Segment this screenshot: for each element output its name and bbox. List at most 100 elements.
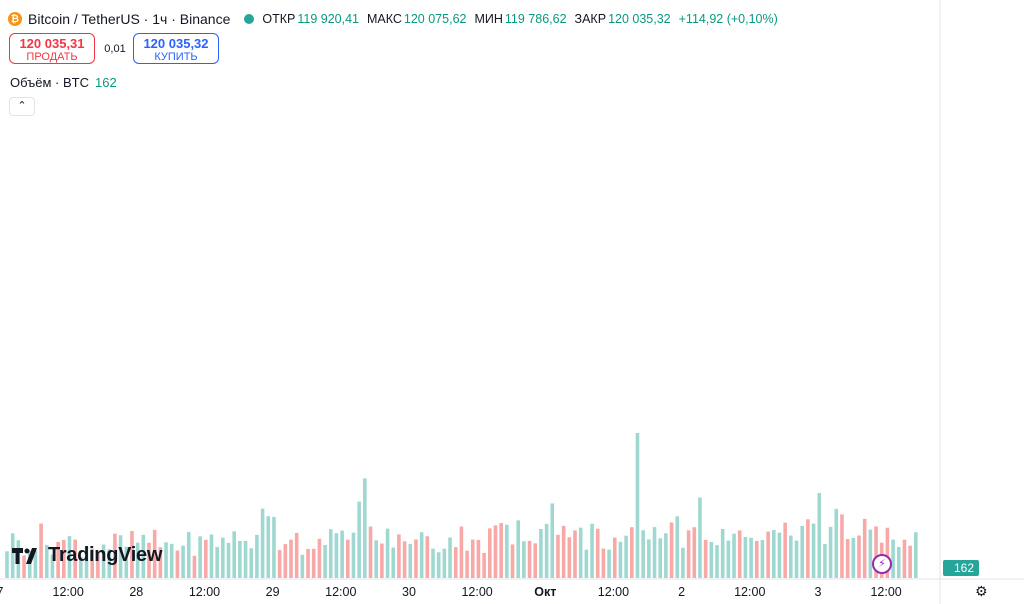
volume-bar: [669, 522, 674, 578]
time-tick-label: 12:00: [189, 585, 220, 599]
volume-bar: [811, 523, 816, 578]
volume-bar: [62, 539, 66, 578]
volume-bar: [550, 503, 555, 578]
volume-bar: [754, 541, 759, 578]
volume-bar: [766, 531, 770, 578]
collapse-legend-button[interactable]: ⌃: [9, 97, 35, 116]
change-value: +114,92 (+0,10%): [678, 12, 778, 26]
time-tick-label: Окт: [534, 585, 556, 599]
volume-bar: [232, 531, 236, 578]
volume-bar: [686, 530, 691, 578]
volume-legend[interactable]: Объём · BTC 162: [10, 75, 117, 90]
volume-bar: [431, 548, 435, 578]
volume-bar: [607, 549, 611, 578]
volume-bar: [465, 550, 469, 578]
low-value: 119 786,62: [504, 12, 567, 26]
volume-bar: [573, 530, 577, 578]
volume-bar: [874, 526, 878, 578]
volume-bar: [169, 543, 174, 578]
volume-bar: [402, 541, 407, 578]
volume-bar: [618, 541, 623, 578]
gear-icon[interactable]: ⚙: [975, 583, 988, 599]
volume-value: 162: [94, 75, 117, 90]
chevron-up-icon: ⌃: [17, 100, 27, 112]
volume-bar: [499, 523, 503, 578]
volume-bar: [414, 539, 418, 578]
volume-bar: [96, 551, 100, 578]
volume-bar: [363, 478, 367, 578]
volume-bar: [238, 540, 242, 578]
volume-bar: [124, 546, 129, 578]
volume-bar: [204, 539, 208, 578]
buy-price: 120 035,32: [143, 36, 209, 51]
volume-bar: [896, 546, 901, 578]
volume-bar: [806, 519, 810, 578]
volume-bar: [612, 537, 617, 578]
last-volume-tag: [943, 560, 979, 576]
volume-bar: [408, 543, 413, 578]
volume-bar: [255, 534, 259, 578]
volume-bar: [885, 527, 890, 578]
volume-bar: [27, 550, 32, 578]
volume-bar: [346, 539, 350, 578]
volume-bar: [840, 514, 844, 578]
volume-bar: [260, 508, 265, 578]
buy-label: КУПИТЬ: [154, 51, 198, 63]
volume-bar: [772, 530, 776, 578]
volume-bar: [152, 529, 157, 578]
symbol-title[interactable]: Bitcoin / TetherUS · 1ч · Binance: [28, 11, 231, 27]
volume-bar: [10, 533, 15, 578]
volume-bar: [794, 540, 799, 578]
volume-bar: [834, 508, 839, 578]
volume-bar: [107, 549, 112, 578]
volume-bar: [845, 539, 850, 578]
volume-bar: [868, 529, 873, 578]
volume-bar: [698, 497, 702, 578]
tradingview-logo-text: TradingView: [48, 544, 163, 566]
volume-bar: [277, 550, 282, 578]
volume-bar: [902, 539, 907, 578]
lightning-icon[interactable]: ⚡: [872, 554, 892, 574]
time-tick-label: 29: [266, 585, 280, 599]
volume-bar: [533, 543, 538, 578]
time-tick-label: 12:00: [325, 585, 356, 599]
volume-label: Объём · BTC: [10, 75, 89, 90]
volume-bar: [419, 532, 424, 578]
volume-bar: [334, 533, 339, 578]
volume-bar: [186, 532, 191, 578]
volume-bar: [397, 534, 401, 578]
spread-value: 0,01: [104, 43, 126, 55]
volume-bar: [862, 518, 867, 578]
buy-button[interactable]: 120 035,32 КУПИТЬ: [133, 33, 219, 64]
volume-bar: [249, 548, 254, 578]
volume-bar: [505, 524, 509, 578]
sell-button[interactable]: 120 035,31 ПРОДАТЬ: [9, 33, 95, 64]
volume-bar: [624, 535, 628, 578]
volume-bar: [510, 544, 515, 578]
tradingview-logo[interactable]: TradingView: [12, 544, 162, 567]
volume-bar: [73, 539, 77, 578]
volume-bar: [908, 545, 912, 578]
volume-bar: [44, 544, 49, 578]
time-tick-label: 30: [402, 585, 416, 599]
volume-bar: [851, 538, 856, 578]
volume-bar: [823, 543, 827, 578]
sell-price: 120 035,31: [19, 36, 85, 51]
volume-bar: [135, 542, 140, 578]
volume-bar: [192, 555, 197, 578]
volume-bar: [630, 527, 634, 578]
volume-bar: [595, 528, 600, 578]
volume-bar: [294, 532, 299, 578]
time-tick-label: 2: [678, 585, 685, 599]
time-tick-label: 3: [814, 585, 821, 599]
volume-bar: [380, 543, 384, 578]
symbol-header[interactable]: ₿ Bitcoin / TetherUS · 1ч · Binance ОТКР…: [8, 10, 786, 28]
volume-series: [5, 433, 918, 578]
volume-bar: [385, 528, 390, 578]
volume-bar: [482, 552, 486, 578]
market-status-icon: [244, 14, 255, 24]
close-value: 120 035,32: [608, 12, 671, 26]
volume-bar: [488, 528, 492, 578]
time-tick-label: 28: [129, 585, 143, 599]
